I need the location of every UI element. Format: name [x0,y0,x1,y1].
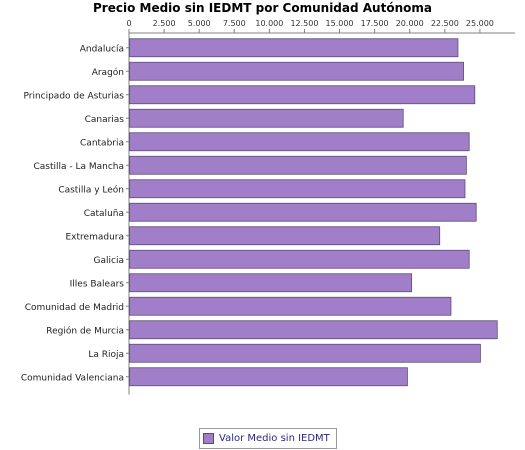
bar [129,202,477,222]
bar [129,296,452,316]
x-tick-label: 25.000 [466,19,494,28]
legend: Valor Medio sin IEDMT [199,428,337,449]
category-label: Principado de Asturias [23,91,124,101]
bar [129,85,476,105]
category-label: Comunidad de Madrid [25,303,124,313]
category-label: Castilla - La Mancha [33,162,124,172]
category-label: Comunidad Valenciana [21,373,124,383]
bar [129,343,481,363]
category-label: Aragón [92,67,124,78]
category-label: Canarias [85,115,125,125]
category-label: Cataluña [84,209,124,219]
bar [129,61,464,81]
bar [129,38,459,58]
bar [129,273,413,293]
x-tick-label: 22.500 [431,19,459,28]
category-label: Galicia [94,256,124,266]
x-tick-label: 17.500 [361,19,389,28]
chart-title: Precio Medio sin IEDMT por Comunidad Aut… [93,1,432,15]
x-tick-label: 5.000 [188,19,211,28]
category-label: Andalucía [80,44,124,54]
category-label: Castilla y León [58,184,124,195]
x-tick-label: 15.000 [326,19,354,28]
category-label: Illes Balears [70,279,125,289]
x-tick-label: 20.000 [396,19,424,28]
bar [129,108,404,128]
x-tick-label: 12.500 [290,19,318,28]
category-label: Región de Murcia [46,325,124,336]
category-label: La Rioja [88,350,124,360]
legend-swatch [203,433,214,444]
x-tick-label: 0 [126,19,131,28]
bar [129,179,466,199]
x-tick-label: 2.500 [153,19,176,28]
bar [129,132,470,152]
bar [129,226,441,246]
x-tick-label: 7.500 [223,19,246,28]
category-label: Cantabria [80,138,124,148]
bar [129,367,408,387]
legend-label: Valor Medio sin IEDMT [219,433,330,444]
bar [129,155,467,175]
x-tick-label: 10.000 [255,19,283,28]
category-label: Extremadura [66,232,125,242]
bar [129,249,470,269]
bar [129,320,498,340]
